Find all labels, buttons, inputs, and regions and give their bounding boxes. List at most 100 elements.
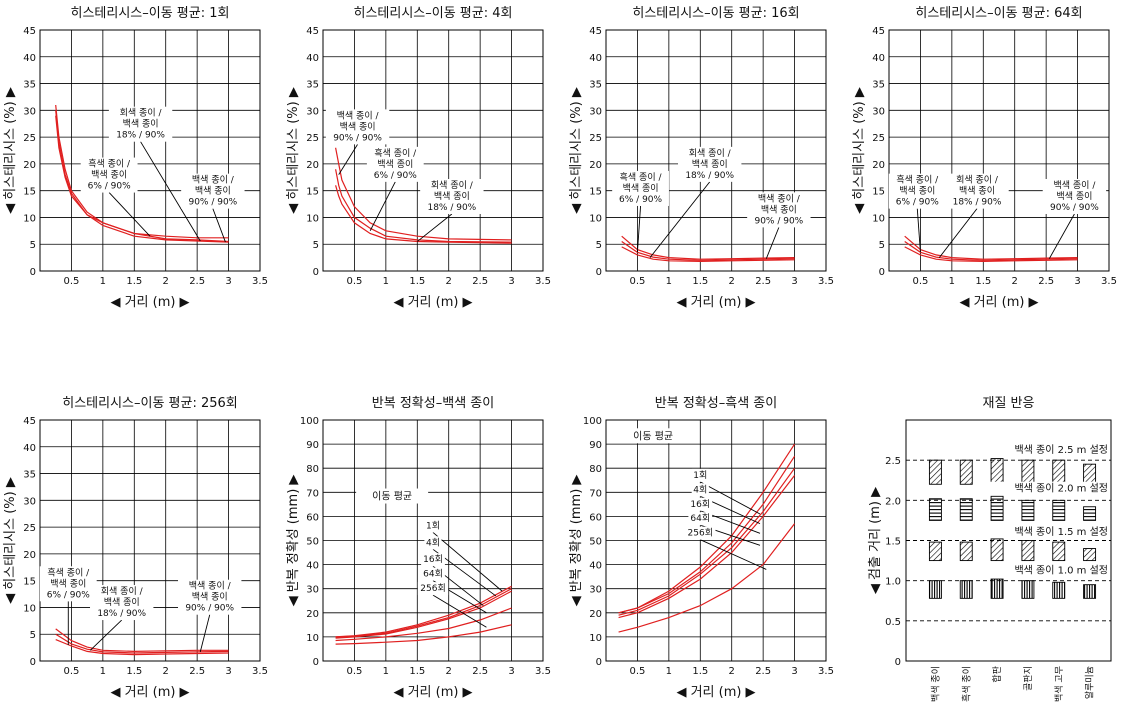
annotation-text: 백색 종이 (761, 204, 797, 215)
series-line-1 (335, 169, 512, 243)
y-tick-label: 10 (306, 213, 319, 224)
y-tick-label: 0 (895, 657, 901, 668)
series-line-4 (335, 624, 512, 645)
hysteresis-chart-256: 히스테리시스–이동 평균: 256회 0.5 1 1.5 2 2.5 3 3.5 0 5 10 15 2… (0, 390, 282, 707)
x-tick-label: 0.5 (629, 666, 645, 677)
annotation-bg (945, 173, 1009, 209)
annotation-text: 회색 종이 / (956, 175, 999, 186)
y-tick-label: 30 (306, 585, 319, 596)
annotation-text: 1회 (693, 470, 707, 481)
x-axis-label: ◀ 거리 (m) ▶ (959, 295, 1038, 310)
material-bar (990, 495, 1004, 521)
chart-title: 히스테리시스–이동 평균: 16회 (632, 6, 799, 21)
x-tick-label: 3 (225, 666, 231, 677)
annotation-leader (649, 181, 711, 258)
series-line-1 (55, 633, 229, 654)
category-label: 백색 종이 (930, 666, 941, 702)
annotation-text: 6% / 90% (88, 182, 131, 192)
annotation-text: 6% / 90% (47, 590, 90, 600)
y-tick-label: 5 (313, 240, 319, 251)
y-axis-label: ◀ 검출 거리 (m) ▶ (868, 487, 883, 594)
material-bar (928, 498, 942, 521)
x-tick-label: 0.5 (912, 276, 928, 287)
annotation-leader (916, 208, 921, 253)
y-tick-label: 35 (306, 80, 319, 91)
x-tick-label: 3 (225, 276, 231, 287)
annotation-bg (421, 567, 445, 581)
group-label: 백색 종이 1.5 m 설정 (1014, 526, 1108, 538)
plot-frame (888, 29, 1110, 272)
annotation-leader (700, 481, 761, 515)
x-tick-label: 1.5 (126, 276, 142, 287)
annotation-text: 18% / 90% (97, 609, 146, 619)
y-tick-label: 5 (879, 240, 885, 251)
series-line-2 (55, 639, 229, 656)
annotation-text: 백색 종이 (959, 186, 995, 197)
x-tick-label: 2.5 (1038, 276, 1054, 287)
x-tick-label: 2 (163, 276, 169, 287)
legend-title: 이동 평균 (633, 430, 673, 442)
annotation-bg (691, 483, 709, 497)
annotation-leader (212, 208, 226, 243)
annotation-text: 흑색 종이 / (896, 174, 939, 186)
series-line-1 (621, 241, 795, 261)
x-tick-label: 2 (163, 666, 169, 677)
x-tick-label: 3 (791, 666, 797, 677)
y-tick-label: 20 (589, 609, 602, 620)
y-tick-label: 60 (306, 512, 319, 523)
chart-title: 히스테리시스–이동 평균: 4회 (354, 6, 513, 21)
x-tick-label: 3.5 (252, 276, 268, 287)
annotation-text: 백색 종이 (123, 119, 159, 130)
annotation-text: 회색 종이 / (120, 108, 163, 119)
y-tick-label: 30 (23, 106, 36, 117)
group-label: 백색 종이 2.5 m 설정 (1014, 444, 1108, 456)
x-tick-label: 1.5 (409, 276, 425, 287)
annotation-text: 90% / 90% (1050, 203, 1099, 213)
x-tick-label: 3 (1074, 276, 1080, 287)
y-tick-label: 1.0 (885, 577, 901, 588)
annotation-text: 백색 종이 (692, 159, 728, 170)
series-line-2 (55, 115, 229, 239)
y-axis-label: ◀ 히스테리시스 (%) ▶ (3, 477, 18, 604)
y-tick-label: 30 (306, 106, 319, 117)
material-bar (1052, 499, 1066, 521)
chart-svg: 히스테리시스–이동 평균: 1회 0.5 1 1.5 2 2.5 3 3.5 0 5 10 15 20 2… (3, 6, 268, 310)
material-bar (1052, 459, 1066, 485)
series-line-0 (621, 235, 795, 260)
y-tick-label: 45 (306, 26, 319, 37)
chart-svg: 히스테리시스–이동 평균: 16회 0.5 1 1.5 2 2.5 3 3.5 0 5 10 15 20… (569, 6, 834, 310)
material-bar (1083, 584, 1097, 599)
y-tick-label: 10 (23, 213, 36, 224)
chart-svg: 히스테리시스–이동 평균: 64회 0.5 1 1.5 2 2.5 3 3.5 0 5 10 15 20… (852, 6, 1117, 310)
material-bar (1021, 540, 1035, 562)
annotation-text: 18% / 90% (116, 131, 165, 141)
y-tick-label: 25 (872, 133, 885, 144)
x-tick-label: 3.5 (252, 666, 268, 677)
x-tick-label: 1 (100, 666, 106, 677)
y-tick-label: 15 (306, 187, 319, 198)
series-line-0 (55, 104, 229, 243)
x-tick-label: 2.5 (189, 666, 205, 677)
chart-title: 히스테리시스–이동 평균: 1회 (71, 6, 230, 21)
material-bar (990, 538, 1004, 562)
x-tick-label: 1.5 (692, 276, 708, 287)
chart-svg: 재질 반응 0 0.5 1.0 1.5 2.0 2.5 ◀ 검출 거리 (m) ▶ 백색 종이 … (868, 396, 1112, 702)
material-bar (959, 580, 973, 599)
chart-svg: 히스테리시스–이동 평균: 256회 0.5 1 1.5 2 2.5 3 3.5 0 5 10 15 2… (3, 396, 268, 700)
annotation-text: 백색 종이 / (192, 175, 235, 186)
plot-frame (605, 419, 827, 662)
annotation-text: 백색 종이 (192, 592, 228, 603)
y-tick-label: 30 (872, 106, 885, 117)
y-tick-label: 20 (23, 550, 36, 561)
material-bar (1052, 581, 1066, 599)
y-tick-label: 10 (306, 633, 319, 644)
x-tick-label: 2.5 (472, 666, 488, 677)
y-tick-label: 50 (306, 537, 319, 548)
y-axis-label: ◀ 반복 정확성 (mm) ▶ (569, 475, 584, 607)
y-tick-label: 45 (589, 26, 602, 37)
annotation-text: 4회 (426, 537, 440, 548)
annotation-text: 흑색 종이 / (620, 171, 663, 183)
chart-title: 히스테리시스–이동 평균: 256회 (62, 396, 238, 411)
annotation-text: 백색 종이 (340, 121, 376, 132)
x-tick-label: 3.5 (535, 276, 551, 287)
